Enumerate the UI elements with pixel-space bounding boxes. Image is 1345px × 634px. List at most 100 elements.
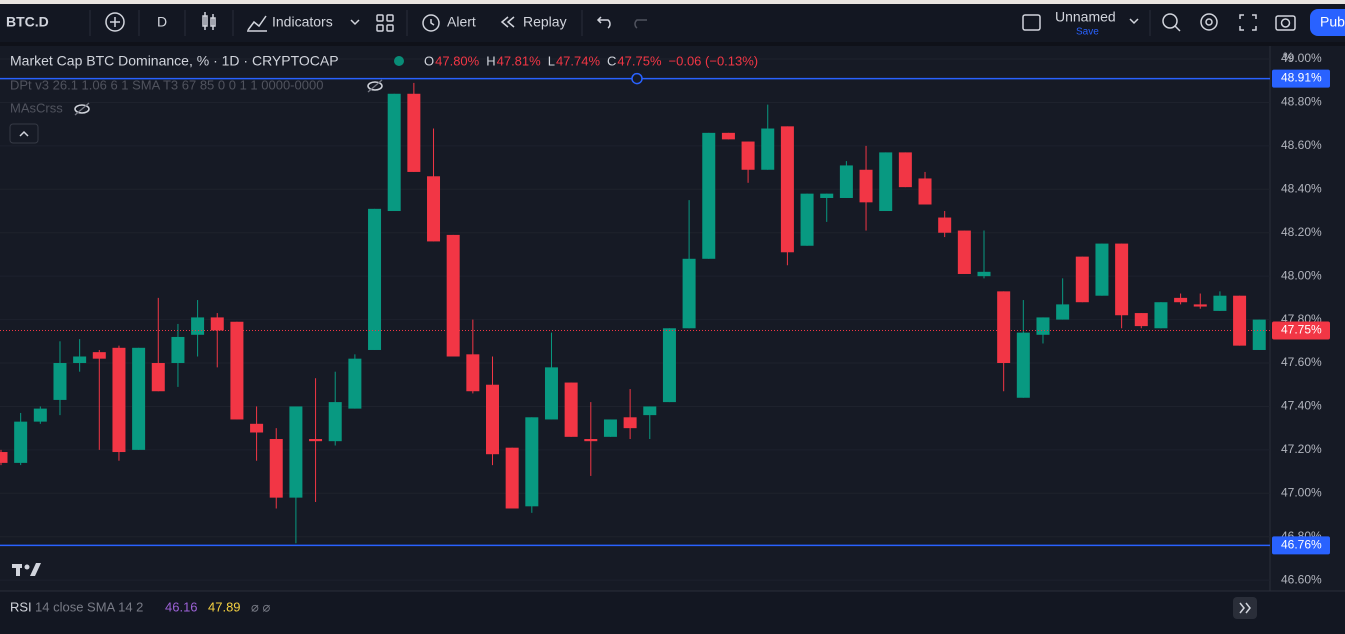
- candle-body: [918, 178, 932, 205]
- expand-icon[interactable]: [1245, 602, 1251, 614]
- expand-button[interactable]: [1233, 597, 1257, 619]
- y-tick-label: 48.40%: [1281, 181, 1322, 195]
- line-handle: [631, 72, 643, 85]
- ohlc-value: 47.81%: [497, 53, 542, 68]
- candle-body: [73, 356, 87, 364]
- publish-label[interactable]: Pub: [1320, 14, 1345, 30]
- candle-body: [230, 321, 244, 420]
- candle-body: [1115, 243, 1129, 316]
- candle-body: [643, 406, 657, 416]
- candle-body: [269, 439, 283, 498]
- search[interactable]: [1162, 13, 1181, 32]
- tv-logo: [12, 563, 41, 576]
- candle-body: [446, 234, 460, 357]
- candle-body: [1193, 304, 1207, 307]
- hidden-icon[interactable]: [74, 102, 90, 116]
- candle-body: [584, 439, 598, 442]
- y-tick-label: 47.60%: [1281, 355, 1322, 369]
- add-symbol[interactable]: [105, 12, 125, 32]
- legend: Market Cap BTC Dominance, % · 1D · CRYPT…: [9, 53, 758, 144]
- indicator-2: MAsCrss: [10, 100, 63, 115]
- layouts[interactable]: [376, 14, 394, 32]
- status-dot: [394, 56, 404, 66]
- plot-area: [0, 46, 1270, 591]
- candle-body: [348, 358, 362, 409]
- price-axis: [1270, 46, 1345, 591]
- horizontal-line-label: 46.76%: [1281, 538, 1322, 552]
- candle-body: [997, 291, 1011, 364]
- interval[interactable]: D: [157, 14, 167, 30]
- ohlc-value: 47.74%: [556, 53, 601, 68]
- candle-body: [859, 169, 873, 203]
- rsi-name: RSI: [10, 599, 32, 614]
- expand-icon[interactable]: [1239, 602, 1245, 614]
- overlays: 48.91% 46.76% 47.75%: [0, 69, 1330, 555]
- save-label[interactable]: Save: [1076, 27, 1099, 38]
- alert-label[interactable]: Alert: [447, 14, 476, 30]
- indicators-button[interactable]: Indicators: [247, 14, 360, 32]
- horizontal-line-label-bg: [1272, 69, 1330, 88]
- y-tick-label: 49.00%: [1281, 51, 1322, 65]
- candle-body: [800, 193, 814, 246]
- redo[interactable]: [634, 19, 647, 29]
- replay-button[interactable]: Replay: [500, 14, 567, 30]
- grid: 49.00% 48.80% 48.60% 48.40% 48.20% 48.00% 47.8…: [0, 51, 1322, 586]
- alert-button[interactable]: Alert: [422, 14, 476, 32]
- window-edge: [0, 0, 1345, 4]
- ohlc-key: H: [486, 53, 495, 68]
- candle-body: [1036, 317, 1050, 335]
- layout-name[interactable]: Unnamed: [1055, 9, 1116, 25]
- candle-body: [879, 152, 893, 212]
- candle-body: [92, 352, 106, 359]
- rsi-ma-value: 47.89: [208, 599, 241, 614]
- symbol[interactable]: BTC.D: [6, 14, 49, 30]
- candle-body: [191, 317, 205, 335]
- candle-body: [328, 402, 342, 442]
- candle-body: [525, 417, 539, 507]
- candle-body: [112, 347, 126, 453]
- candle-body: [466, 354, 480, 392]
- rsi-extra: ⌀ ⌀: [251, 599, 270, 614]
- candle-body: [151, 363, 165, 392]
- candle-body: [977, 271, 991, 277]
- collapse-icon[interactable]: [19, 130, 29, 137]
- snapshot[interactable]: [1275, 15, 1296, 31]
- candle-body: [250, 423, 264, 433]
- y-tick-label: 47.00%: [1281, 485, 1322, 499]
- candle-body: [938, 217, 952, 233]
- candle-body: [564, 382, 578, 437]
- price-label-bg: [1272, 321, 1330, 340]
- candle-body: [839, 165, 853, 198]
- candle-body: [1233, 295, 1247, 346]
- candle-body: [309, 439, 323, 442]
- candle-body: [780, 126, 794, 253]
- candle-body: [171, 336, 185, 364]
- ohlc-key: C: [607, 53, 616, 68]
- settings[interactable]: [1200, 13, 1218, 31]
- undo[interactable]: [596, 16, 611, 29]
- candle-body: [898, 152, 912, 188]
- candle-body: [721, 132, 735, 140]
- indicator-1: DPt v3 26.1 1.06 6 1 SMA T3 67 85 0 0 1 …: [10, 77, 323, 92]
- axis-unit: %: [1283, 50, 1294, 64]
- rsi-pane: [0, 591, 1345, 634]
- y-tick-label: 47.40%: [1281, 399, 1322, 413]
- y-tick-label: 48.60%: [1281, 138, 1322, 152]
- candle-body: [407, 93, 421, 172]
- indicators-label[interactable]: Indicators: [272, 14, 333, 30]
- fullscreen[interactable]: [1239, 14, 1257, 31]
- collapse-button[interactable]: [9, 123, 39, 144]
- horizontal-line-label-bg: [1272, 536, 1330, 555]
- layout-toggle[interactable]: [1022, 14, 1041, 31]
- hidden-icon[interactable]: [367, 79, 383, 93]
- chart-style[interactable]: [202, 12, 216, 30]
- candle-body: [0, 452, 8, 463]
- publish-button[interactable]: [1310, 9, 1345, 36]
- candle-body: [1056, 304, 1070, 320]
- toolbar-border: [0, 42, 1345, 46]
- candles: [0, 82, 1266, 544]
- replay-label[interactable]: Replay: [523, 14, 567, 30]
- candle-body: [1252, 319, 1266, 350]
- candle-body: [603, 419, 617, 437]
